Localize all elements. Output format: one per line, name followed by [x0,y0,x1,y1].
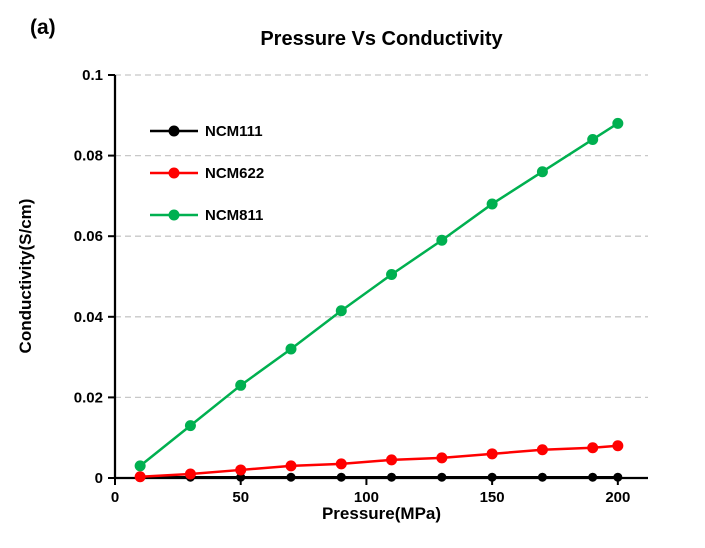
legend-label-ncm622: NCM622 [205,165,264,182]
y-tick-label: 0.06 [74,228,103,245]
y-tick-label: 0.08 [74,148,103,165]
series-marker-ncm622 [486,448,498,460]
y-tick-label: 0 [95,470,103,487]
x-tick-label: 200 [605,489,630,506]
series-marker-ncm622 [235,464,247,476]
series-marker-ncm811 [612,117,624,129]
series-marker-ncm622 [184,468,196,480]
legend-marker-ncm811 [168,209,180,221]
series-marker-ncm111 [336,472,346,482]
legend-marker-ncm111 [168,125,180,137]
series-marker-ncm622 [285,460,297,472]
x-tick-label: 0 [111,489,119,506]
series-marker-ncm111 [387,472,397,482]
series-marker-ncm111 [537,472,547,482]
series-marker-ncm811 [134,460,146,472]
series-marker-ncm811 [486,198,498,210]
x-tick-label: 100 [354,489,379,506]
series-marker-ncm622 [386,454,398,466]
panel-label: (a) [30,16,56,39]
series-marker-ncm111 [613,472,623,482]
series-marker-ncm622 [134,471,146,483]
x-axis-label: Pressure(MPa) [321,504,442,523]
y-tick-label: 0.04 [74,309,104,326]
y-tick-label: 0.02 [74,389,103,406]
x-tick-label: 50 [232,489,249,506]
series-marker-ncm811 [184,420,196,432]
legend-marker-ncm622 [168,167,180,179]
x-tick-label: 150 [480,489,505,506]
series-marker-ncm111 [437,472,447,482]
series-marker-ncm111 [286,472,296,482]
series-marker-ncm811 [436,234,448,246]
series-marker-ncm622 [335,458,347,470]
series-marker-ncm622 [536,444,548,456]
chart-title: Pressure Vs Conductivity [260,28,503,50]
series-marker-ncm811 [536,166,548,178]
series-marker-ncm622 [436,452,448,464]
series-marker-ncm811 [335,305,347,317]
legend-label-ncm811: NCM811 [205,207,263,224]
series-marker-ncm622 [612,440,624,452]
series-marker-ncm811 [285,343,297,355]
y-tick-label: 0.1 [82,67,103,84]
series-marker-ncm111 [588,472,598,482]
series-marker-ncm811 [587,133,599,145]
series-marker-ncm811 [386,268,398,280]
series-marker-ncm111 [487,472,497,482]
series-marker-ncm811 [235,379,247,391]
legend-label-ncm111: NCM111 [205,123,263,140]
series-marker-ncm622 [587,442,599,454]
